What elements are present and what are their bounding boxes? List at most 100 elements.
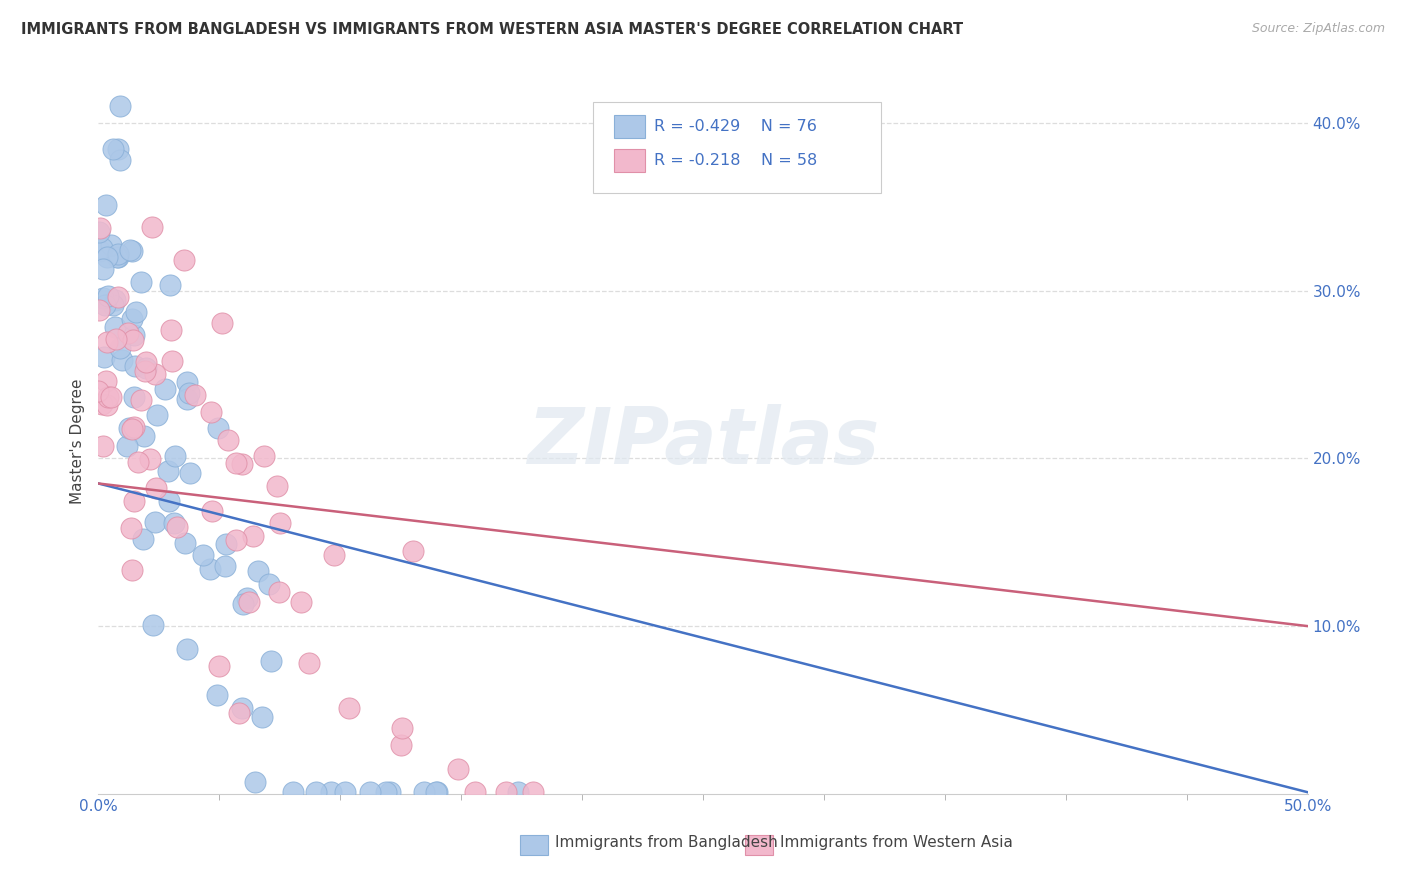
Point	[378, 785, 401, 799]
Point	[146, 408, 169, 422]
Point	[337, 701, 360, 715]
Point	[200, 405, 222, 419]
Point	[257, 576, 280, 591]
Point	[506, 785, 529, 799]
Point	[159, 277, 181, 292]
Point	[375, 785, 398, 799]
Point	[91, 439, 114, 453]
Point	[425, 785, 447, 799]
Point	[101, 142, 124, 156]
Point	[389, 738, 412, 752]
Point	[173, 253, 195, 268]
Point	[333, 785, 356, 799]
Point	[94, 298, 117, 312]
Point	[108, 341, 131, 355]
Point	[266, 478, 288, 492]
Point	[117, 439, 139, 453]
Point	[107, 142, 129, 156]
Point	[96, 398, 118, 412]
Point	[207, 421, 229, 435]
Point	[121, 562, 143, 576]
Point	[135, 355, 157, 369]
Point	[100, 390, 122, 404]
Point	[143, 515, 166, 529]
Point	[100, 238, 122, 252]
Text: R = -0.429    N = 76: R = -0.429 N = 76	[654, 119, 817, 134]
Point	[162, 353, 184, 368]
Point	[89, 244, 111, 259]
Point	[134, 364, 156, 378]
Point	[322, 548, 344, 562]
Point	[269, 516, 291, 530]
Point	[121, 422, 143, 436]
Point	[174, 535, 197, 549]
Point	[108, 99, 131, 113]
Point	[413, 785, 436, 799]
Point	[153, 383, 176, 397]
Point	[163, 449, 186, 463]
Point	[225, 533, 247, 547]
Point	[183, 387, 205, 401]
Point	[201, 504, 224, 518]
Point	[160, 323, 183, 337]
Point	[179, 466, 201, 480]
Point	[159, 493, 181, 508]
Point	[198, 562, 221, 576]
Text: Immigrants from Western Asia: Immigrants from Western Asia	[780, 836, 1014, 850]
Point	[231, 457, 253, 471]
Text: ZIPatlas: ZIPatlas	[527, 403, 879, 480]
Point	[176, 375, 198, 389]
Point	[211, 316, 233, 330]
Point	[464, 785, 486, 799]
Point	[215, 537, 238, 551]
Point	[94, 374, 117, 388]
Point	[97, 289, 120, 303]
Point	[166, 520, 188, 534]
Point	[91, 397, 114, 411]
Point	[122, 493, 145, 508]
Point	[243, 774, 266, 789]
Point	[145, 481, 167, 495]
Point	[228, 706, 250, 721]
Y-axis label: Master's Degree: Master's Degree	[69, 379, 84, 504]
Point	[105, 332, 128, 346]
Point	[121, 333, 143, 347]
Point	[132, 429, 155, 443]
Point	[176, 641, 198, 656]
Point	[205, 688, 228, 702]
Text: R = -0.218    N = 58: R = -0.218 N = 58	[654, 153, 817, 168]
Point	[157, 464, 180, 478]
Point	[122, 390, 145, 404]
Point	[91, 291, 114, 305]
Point	[96, 334, 118, 349]
Point	[217, 433, 239, 447]
Point	[177, 386, 200, 401]
Point	[120, 521, 142, 535]
Point	[290, 595, 312, 609]
Point	[193, 548, 215, 562]
Point	[118, 421, 141, 435]
Point	[236, 591, 259, 606]
Point	[107, 290, 129, 304]
Point	[426, 785, 449, 799]
Point	[127, 455, 149, 469]
Point	[139, 452, 162, 467]
Point	[104, 319, 127, 334]
Point	[110, 352, 132, 367]
Point	[121, 244, 143, 259]
Point	[87, 384, 110, 399]
Point	[207, 659, 229, 673]
Point	[107, 247, 129, 261]
Point	[129, 393, 152, 408]
Point	[97, 390, 120, 404]
Point	[122, 328, 145, 343]
Point	[231, 701, 253, 715]
Point	[104, 293, 127, 307]
Point	[129, 276, 152, 290]
Point	[250, 709, 273, 723]
Point	[260, 654, 283, 668]
Point	[91, 261, 114, 276]
Point	[247, 564, 270, 578]
Point	[87, 225, 110, 239]
Point	[93, 350, 115, 364]
